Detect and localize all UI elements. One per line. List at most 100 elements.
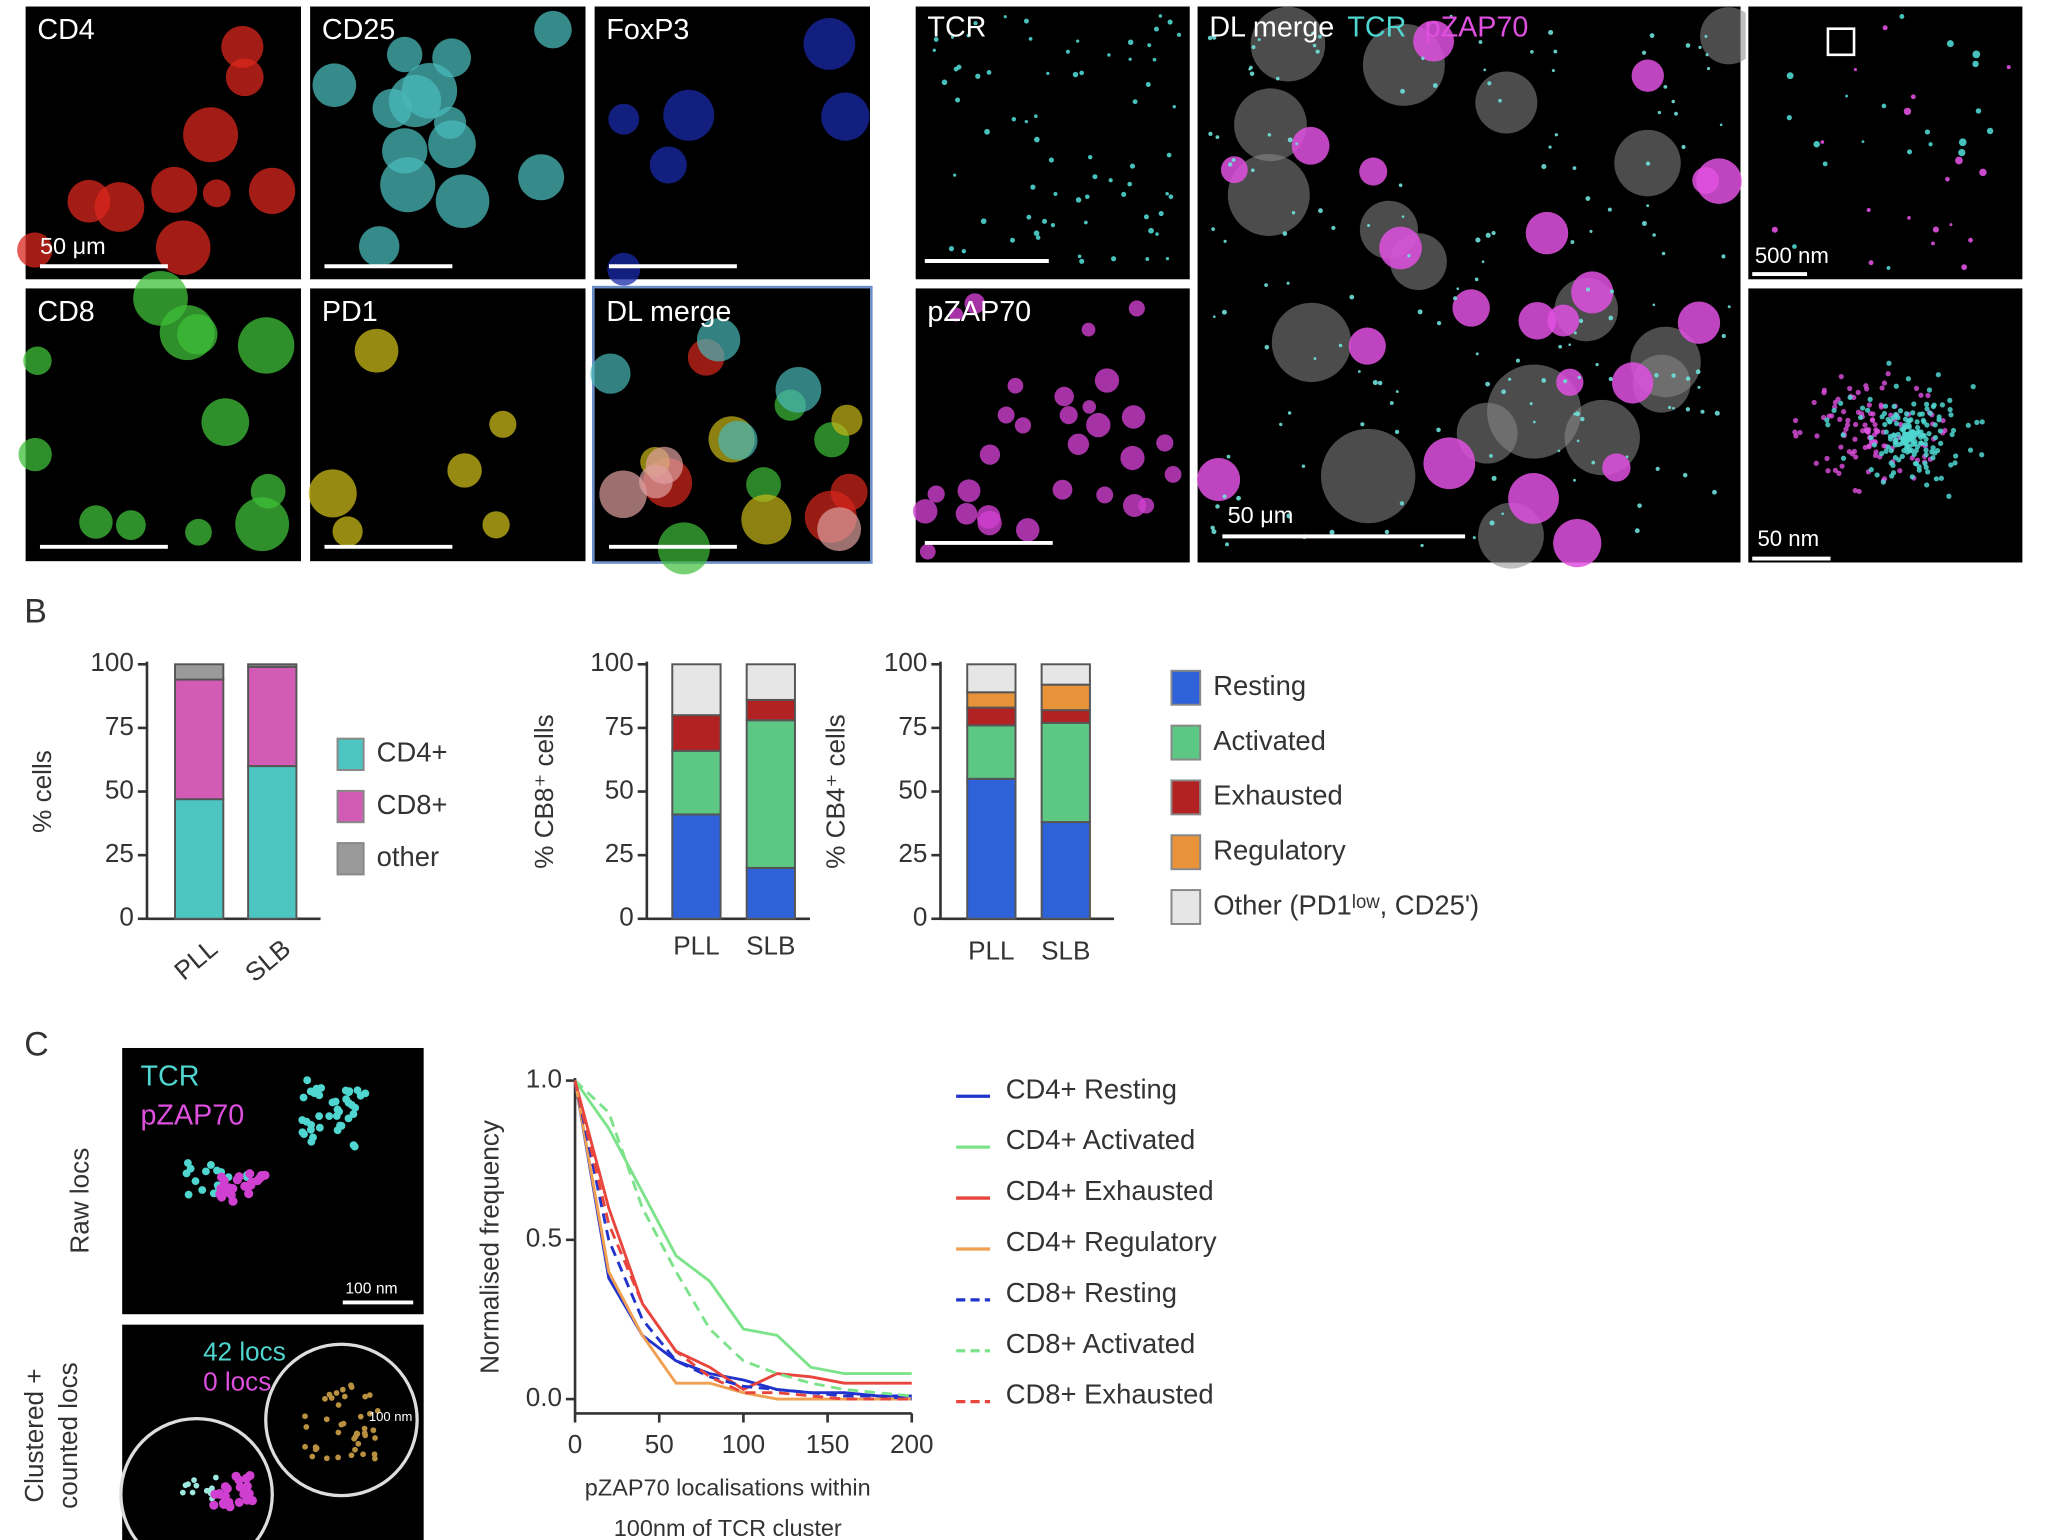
loc-dot <box>1913 385 1920 391</box>
loc-dot <box>1934 448 1941 454</box>
bar-segment <box>671 663 722 717</box>
cell-blob <box>1949 223 1953 227</box>
loc-dot <box>1878 402 1884 408</box>
y-tick-label: 75 <box>898 711 927 741</box>
loc-dot <box>326 1391 333 1398</box>
cell-blob <box>1129 163 1136 169</box>
cell-blob <box>1541 378 1547 383</box>
cell-blob <box>1645 161 1651 166</box>
bar-segment <box>247 663 298 668</box>
cell-blob <box>1213 315 1216 319</box>
cell-blob <box>1249 65 1253 70</box>
y-tick-label: 75 <box>105 711 134 741</box>
loc-dot <box>1974 419 1980 426</box>
cell-blob <box>1384 529 1390 535</box>
cell-blob <box>1035 235 1041 240</box>
cell-blob <box>1602 453 1631 482</box>
legend-label: CD4+ Regulatory <box>1006 1226 1217 1257</box>
cell-blob <box>1551 69 1555 73</box>
cell-blob <box>308 469 357 518</box>
loc-dot <box>1824 455 1830 462</box>
cell-blob <box>1329 529 1335 535</box>
loc-dot <box>1860 428 1866 434</box>
legend-label: CD4+ Activated <box>1006 1124 1196 1155</box>
cell-blob <box>225 58 264 97</box>
cell-blob <box>1033 230 1040 237</box>
cell-blob <box>155 220 211 276</box>
loc-dot <box>1914 424 1921 431</box>
loc-dot <box>374 1407 381 1414</box>
loc-dot <box>219 1176 229 1186</box>
cell-blob <box>1481 260 1485 264</box>
loc-dot <box>1873 427 1879 433</box>
loc-dot <box>1831 407 1837 414</box>
bar-segment <box>966 691 1017 709</box>
cell-blob <box>332 516 363 547</box>
loc-dot <box>1932 422 1938 428</box>
loc-dot <box>1883 429 1889 435</box>
cell-blob <box>1554 133 1558 137</box>
loc-dot <box>1918 392 1924 398</box>
bar-segment <box>1040 709 1091 724</box>
cell-blob <box>1449 14 1453 18</box>
cell-blob <box>984 128 990 135</box>
micrograph <box>1194 3 1744 566</box>
cell-blob <box>1529 402 1533 406</box>
cell-blob <box>1903 107 1912 116</box>
loc-dot <box>1862 422 1868 428</box>
loc-dot <box>303 1424 310 1430</box>
cell-blob <box>1059 406 1078 425</box>
loc-dot <box>361 1430 368 1437</box>
cell-blob <box>1868 260 1874 266</box>
loc-dot <box>183 1159 192 1167</box>
cell-blob <box>1156 434 1174 452</box>
cell-blob <box>1698 45 1702 50</box>
cell-blob <box>1663 84 1668 89</box>
cell-blob <box>1010 237 1015 243</box>
loc-dot <box>1922 460 1928 467</box>
loc-dot <box>300 1130 308 1139</box>
cell-blob <box>1667 405 1672 410</box>
legend-swatch <box>1170 834 1202 871</box>
cell-blob <box>1227 153 1310 236</box>
loc-dot <box>1939 402 1946 408</box>
loc-dot <box>228 1196 238 1206</box>
cell-blob <box>941 79 948 86</box>
cell-blob <box>1172 105 1176 109</box>
loc-dot <box>344 1114 353 1123</box>
cell-blob <box>913 499 938 524</box>
cell-blob <box>1226 454 1231 459</box>
cell-blob <box>1147 43 1152 48</box>
loc-dot <box>1885 371 1891 377</box>
line-series <box>573 1080 912 1401</box>
bar-segment <box>745 663 796 701</box>
loc-dot <box>185 1481 191 1488</box>
cell-blob <box>1436 427 1441 433</box>
cell-blob <box>1979 168 1987 177</box>
cell-blob <box>1357 370 1361 373</box>
cell-blob <box>1525 211 1569 255</box>
image-label: DL merge <box>606 296 731 328</box>
cell-blob <box>1311 31 1315 35</box>
cell-blob <box>1138 497 1155 514</box>
loc-dot <box>1840 432 1846 438</box>
image-label: FoxP3 <box>606 14 689 46</box>
cell-blob <box>997 406 1015 424</box>
loc-dot <box>1892 455 1899 461</box>
cell-blob <box>1625 455 1629 459</box>
cell-blob <box>1571 271 1614 314</box>
legend-swatch <box>336 737 365 771</box>
cell-blob <box>1236 495 1241 501</box>
loc-dot <box>371 1451 378 1458</box>
cell-blob <box>1249 71 1255 77</box>
legend-label: CD4+ <box>377 737 448 768</box>
loc-dot <box>1950 427 1957 434</box>
loc-dot <box>242 1481 252 1491</box>
micrograph <box>119 1045 427 1317</box>
x-tick-label: PLL <box>673 930 719 960</box>
cell-blob <box>1092 174 1098 180</box>
loc-dot <box>1891 432 1897 438</box>
cell-blob <box>1168 194 1174 200</box>
cell-blob <box>1401 215 1405 219</box>
